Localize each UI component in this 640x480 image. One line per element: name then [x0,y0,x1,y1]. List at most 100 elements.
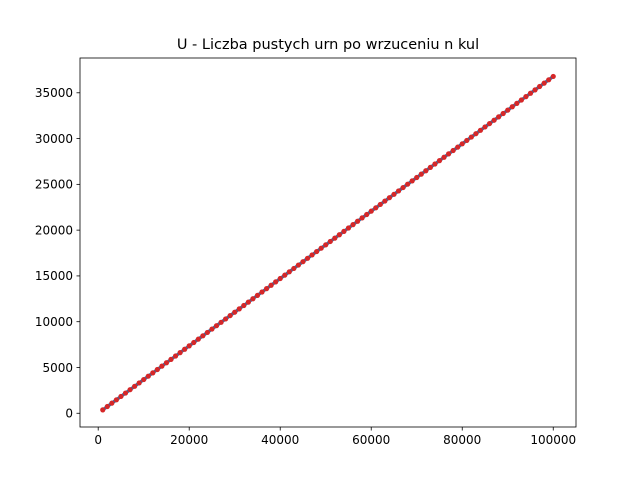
data-point [159,363,165,369]
data-point [391,191,397,197]
data-point [382,198,388,204]
data-point [263,286,270,292]
data-point [450,147,456,154]
data-point [436,158,443,164]
x-tick-label: 20000 [170,433,208,447]
data-point [541,80,547,86]
data-point [295,262,302,268]
chart-title: U - Liczba pustych urn po wrzuceniu n ku… [177,37,479,53]
data-point [145,373,151,379]
data-point [505,107,511,113]
x-tick-label: 0 [94,433,102,447]
data-point [195,336,201,342]
data-point [150,370,156,376]
data-point [200,333,206,339]
x-tick-label: 40000 [261,433,299,447]
data-point [445,151,452,157]
data-point [227,312,233,319]
data-point [309,252,315,258]
data-point [182,346,188,352]
data-point [254,292,261,298]
data-point [122,390,129,396]
data-point [455,144,461,150]
data-point [473,131,479,137]
data-point [109,400,115,406]
data-point [477,127,484,133]
tick-group: 0 20000 40000 60000 80000 100000 0 5000 10000 150… [35,86,576,447]
data-point [236,306,242,312]
data-point [204,329,211,336]
data-point [259,289,265,295]
data-point [323,242,329,248]
data-point [550,73,556,80]
data-point [373,205,379,211]
x-tick-label: 80000 [443,433,481,447]
axes [79,57,577,428]
data-point [136,380,142,386]
data-point [459,141,465,147]
data-point [218,319,224,325]
data-point [232,309,238,315]
data-point [496,114,502,120]
data-point [191,339,197,346]
data-point [163,360,170,366]
data-point [304,255,311,261]
data-point [386,195,393,201]
data-point [486,120,493,127]
data-point [546,77,552,83]
data-point [368,208,374,214]
data-point [518,97,524,103]
x-tick-label: 100000 [530,433,576,447]
data-point [273,279,279,285]
data-point [186,343,192,349]
data-point [509,104,515,110]
data-point [354,218,361,224]
data-point [527,90,534,96]
y-tick-label: 0 [65,407,73,421]
data-point [172,353,179,359]
data-point [418,171,424,177]
x-tick-label: 60000 [352,433,390,447]
data-point [100,407,106,413]
y-tick-label: 25000 [35,178,73,192]
data-point [327,238,333,245]
data-point [250,296,256,302]
y-tick-label: 35000 [35,86,73,100]
data-point [491,117,497,123]
data-point [405,181,411,187]
data-point [127,387,133,393]
data-point [336,232,342,238]
y-tick-label: 30000 [35,132,73,146]
data-point [423,168,429,174]
data-point [464,137,470,144]
data-point [523,94,529,100]
data-point [432,161,438,167]
data-point [213,323,220,329]
data-point [104,403,110,410]
data-point [209,326,215,332]
y-tick-label: 20000 [35,223,73,237]
data-point [318,245,324,251]
data-point [345,225,352,231]
data-point [409,178,415,184]
data-point [350,222,356,228]
data-point [141,376,147,383]
y-tick-label: 10000 [35,315,73,329]
data-point [245,299,251,305]
data-point [500,110,506,117]
data-point [177,350,183,356]
data-point [132,383,138,389]
data-point [441,154,447,160]
data-point [395,188,402,194]
y-tick-label: 15000 [35,269,73,283]
data-point [341,228,347,234]
data-point [118,393,124,400]
data-point [268,282,274,288]
data-point [537,83,543,90]
data-point [300,259,306,265]
data-point [364,211,370,218]
y-tick-label: 5000 [42,361,73,375]
data-point [291,265,297,272]
plot-area [100,73,556,413]
